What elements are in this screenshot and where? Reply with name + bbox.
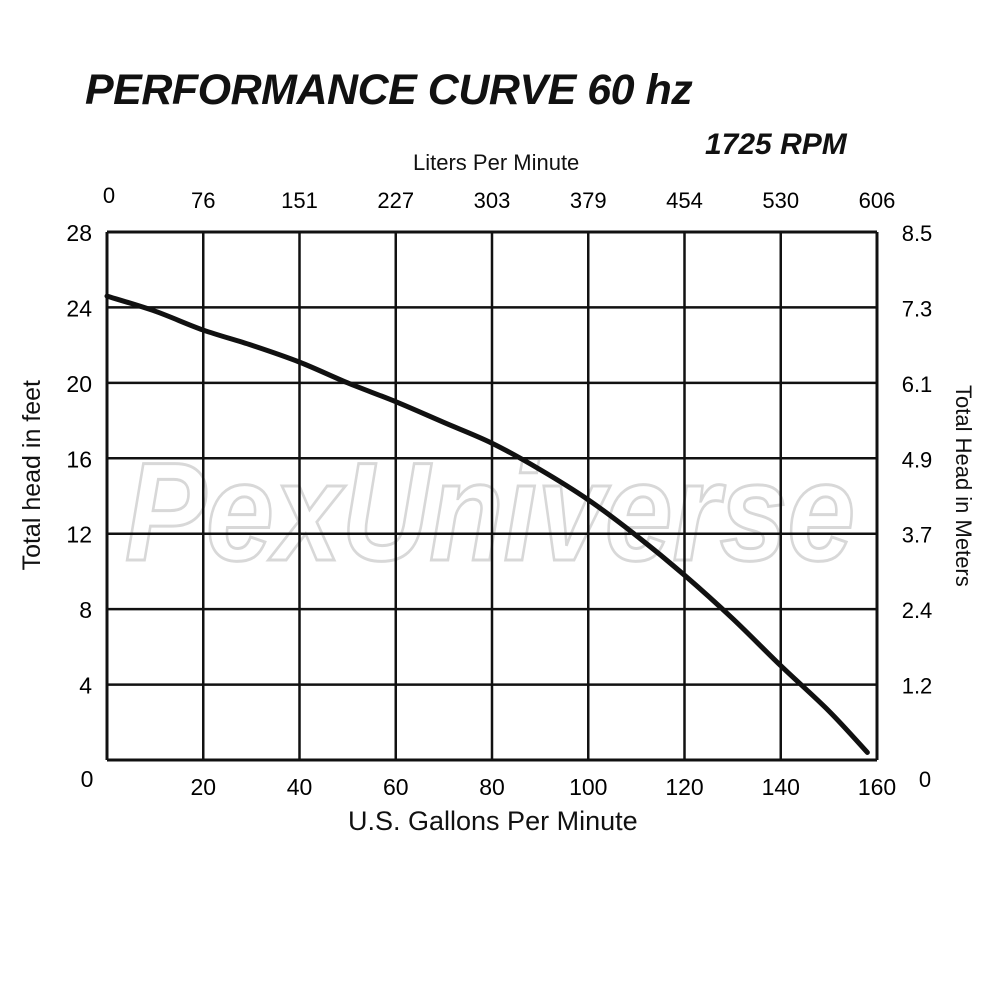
y-tick-label: 24 bbox=[66, 295, 92, 321]
x-tick-label: 0 bbox=[81, 766, 94, 792]
y2-tick-label: 2.4 bbox=[902, 598, 933, 623]
x-tick-label: 60 bbox=[383, 774, 409, 800]
x2-tick-label: 454 bbox=[666, 188, 703, 213]
y2-tick-label: 1.2 bbox=[902, 674, 933, 699]
x-tick-label: 100 bbox=[569, 774, 607, 800]
chart-title: PERFORMANCE CURVE 60 hz bbox=[85, 66, 693, 114]
top-axis-label: Liters Per Minute bbox=[413, 150, 580, 175]
y-axis-label: Total head in feet bbox=[18, 380, 46, 571]
y-tick-label: 8 bbox=[79, 597, 92, 623]
y2-tick-label: 4.9 bbox=[902, 447, 933, 472]
y2-tick-label: 7.3 bbox=[902, 296, 933, 321]
y2-tick-label: 3.7 bbox=[902, 523, 933, 548]
x-tick-label: 80 bbox=[479, 774, 505, 800]
watermark: PexUniverse bbox=[125, 433, 855, 590]
x2-tick-label: 151 bbox=[281, 188, 318, 213]
chart-subtitle-rpm: 1725 RPM bbox=[705, 128, 847, 161]
y-tick-label: 28 bbox=[66, 220, 92, 246]
y2-tick-label: 8.5 bbox=[902, 221, 933, 246]
x-tick-label: 20 bbox=[190, 774, 216, 800]
x-tick-label: 140 bbox=[762, 774, 800, 800]
y2-tick-label: 0 bbox=[919, 767, 931, 792]
right-axis-label: Total Head in Meters bbox=[951, 385, 976, 587]
y-tick-label: 4 bbox=[79, 673, 92, 699]
x2-tick-label: 0 bbox=[103, 183, 115, 208]
x2-tick-label: 530 bbox=[762, 188, 799, 213]
y2-tick-label: 6.1 bbox=[902, 372, 933, 397]
x-tick-label: 40 bbox=[287, 774, 313, 800]
y-tick-label: 12 bbox=[66, 522, 92, 548]
x2-tick-label: 303 bbox=[474, 188, 511, 213]
y-tick-label: 16 bbox=[66, 446, 92, 472]
x2-tick-label: 227 bbox=[377, 188, 414, 213]
x-tick-label: 120 bbox=[665, 774, 703, 800]
x2-tick-label: 76 bbox=[191, 188, 215, 213]
x2-tick-label: 606 bbox=[859, 188, 896, 213]
performance-curve-line bbox=[104, 293, 870, 755]
y-tick-label: 20 bbox=[66, 371, 92, 397]
x-axis-label: U.S. Gallons Per Minute bbox=[348, 806, 638, 836]
x-tick-label: 160 bbox=[858, 774, 896, 800]
x2-tick-label: 379 bbox=[570, 188, 607, 213]
